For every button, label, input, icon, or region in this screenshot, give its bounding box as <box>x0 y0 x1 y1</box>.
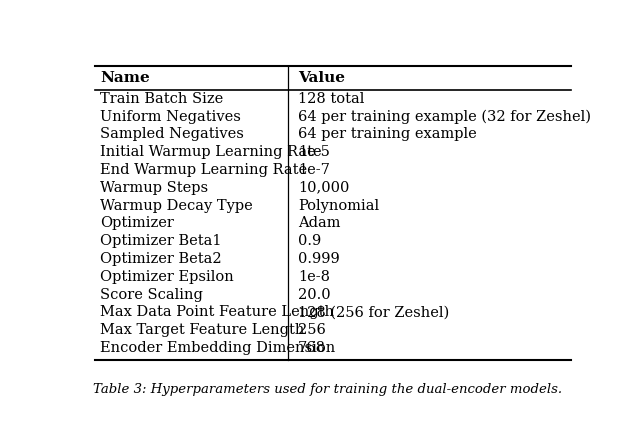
Text: Sampled Negatives: Sampled Negatives <box>100 127 244 141</box>
Text: Warmup Steps: Warmup Steps <box>100 181 208 195</box>
Text: Initial Warmup Learning Rate: Initial Warmup Learning Rate <box>100 145 321 159</box>
Text: Warmup Decay Type: Warmup Decay Type <box>100 198 253 213</box>
Text: Adam: Adam <box>298 216 340 230</box>
Text: Uniform Negatives: Uniform Negatives <box>100 109 241 124</box>
Text: Max Target Feature Length: Max Target Feature Length <box>100 323 304 337</box>
Text: Max Data Point Feature Length: Max Data Point Feature Length <box>100 305 334 319</box>
Text: 128 (256 for Zeshel): 128 (256 for Zeshel) <box>298 305 449 319</box>
Text: Optimizer Beta2: Optimizer Beta2 <box>100 252 221 266</box>
Text: Optimizer Epsilon: Optimizer Epsilon <box>100 270 234 284</box>
Text: Optimizer: Optimizer <box>100 216 173 230</box>
Text: Train Batch Size: Train Batch Size <box>100 92 223 106</box>
Text: 64 per training example (32 for Zeshel): 64 per training example (32 for Zeshel) <box>298 109 591 124</box>
Text: End Warmup Learning Rate: End Warmup Learning Rate <box>100 163 307 177</box>
Text: 10,000: 10,000 <box>298 181 349 195</box>
Text: Table 3: Hyperparameters used for training the dual-encoder models.: Table 3: Hyperparameters used for traini… <box>93 383 563 396</box>
Text: 1e-7: 1e-7 <box>298 163 330 177</box>
Text: 64 per training example: 64 per training example <box>298 127 477 141</box>
Text: 1e-8: 1e-8 <box>298 270 330 284</box>
Text: Score Scaling: Score Scaling <box>100 287 203 302</box>
Text: 1e-5: 1e-5 <box>298 145 330 159</box>
Text: 768: 768 <box>298 341 326 355</box>
Text: 256: 256 <box>298 323 326 337</box>
Text: Optimizer Beta1: Optimizer Beta1 <box>100 234 221 248</box>
Text: 20.0: 20.0 <box>298 287 331 302</box>
Text: 0.9: 0.9 <box>298 234 321 248</box>
Text: Polynomial: Polynomial <box>298 198 380 213</box>
Text: Value: Value <box>298 71 345 85</box>
Text: Encoder Embedding Dimension: Encoder Embedding Dimension <box>100 341 335 355</box>
Text: 0.999: 0.999 <box>298 252 340 266</box>
Text: Name: Name <box>100 71 150 85</box>
Text: 128 total: 128 total <box>298 92 365 106</box>
